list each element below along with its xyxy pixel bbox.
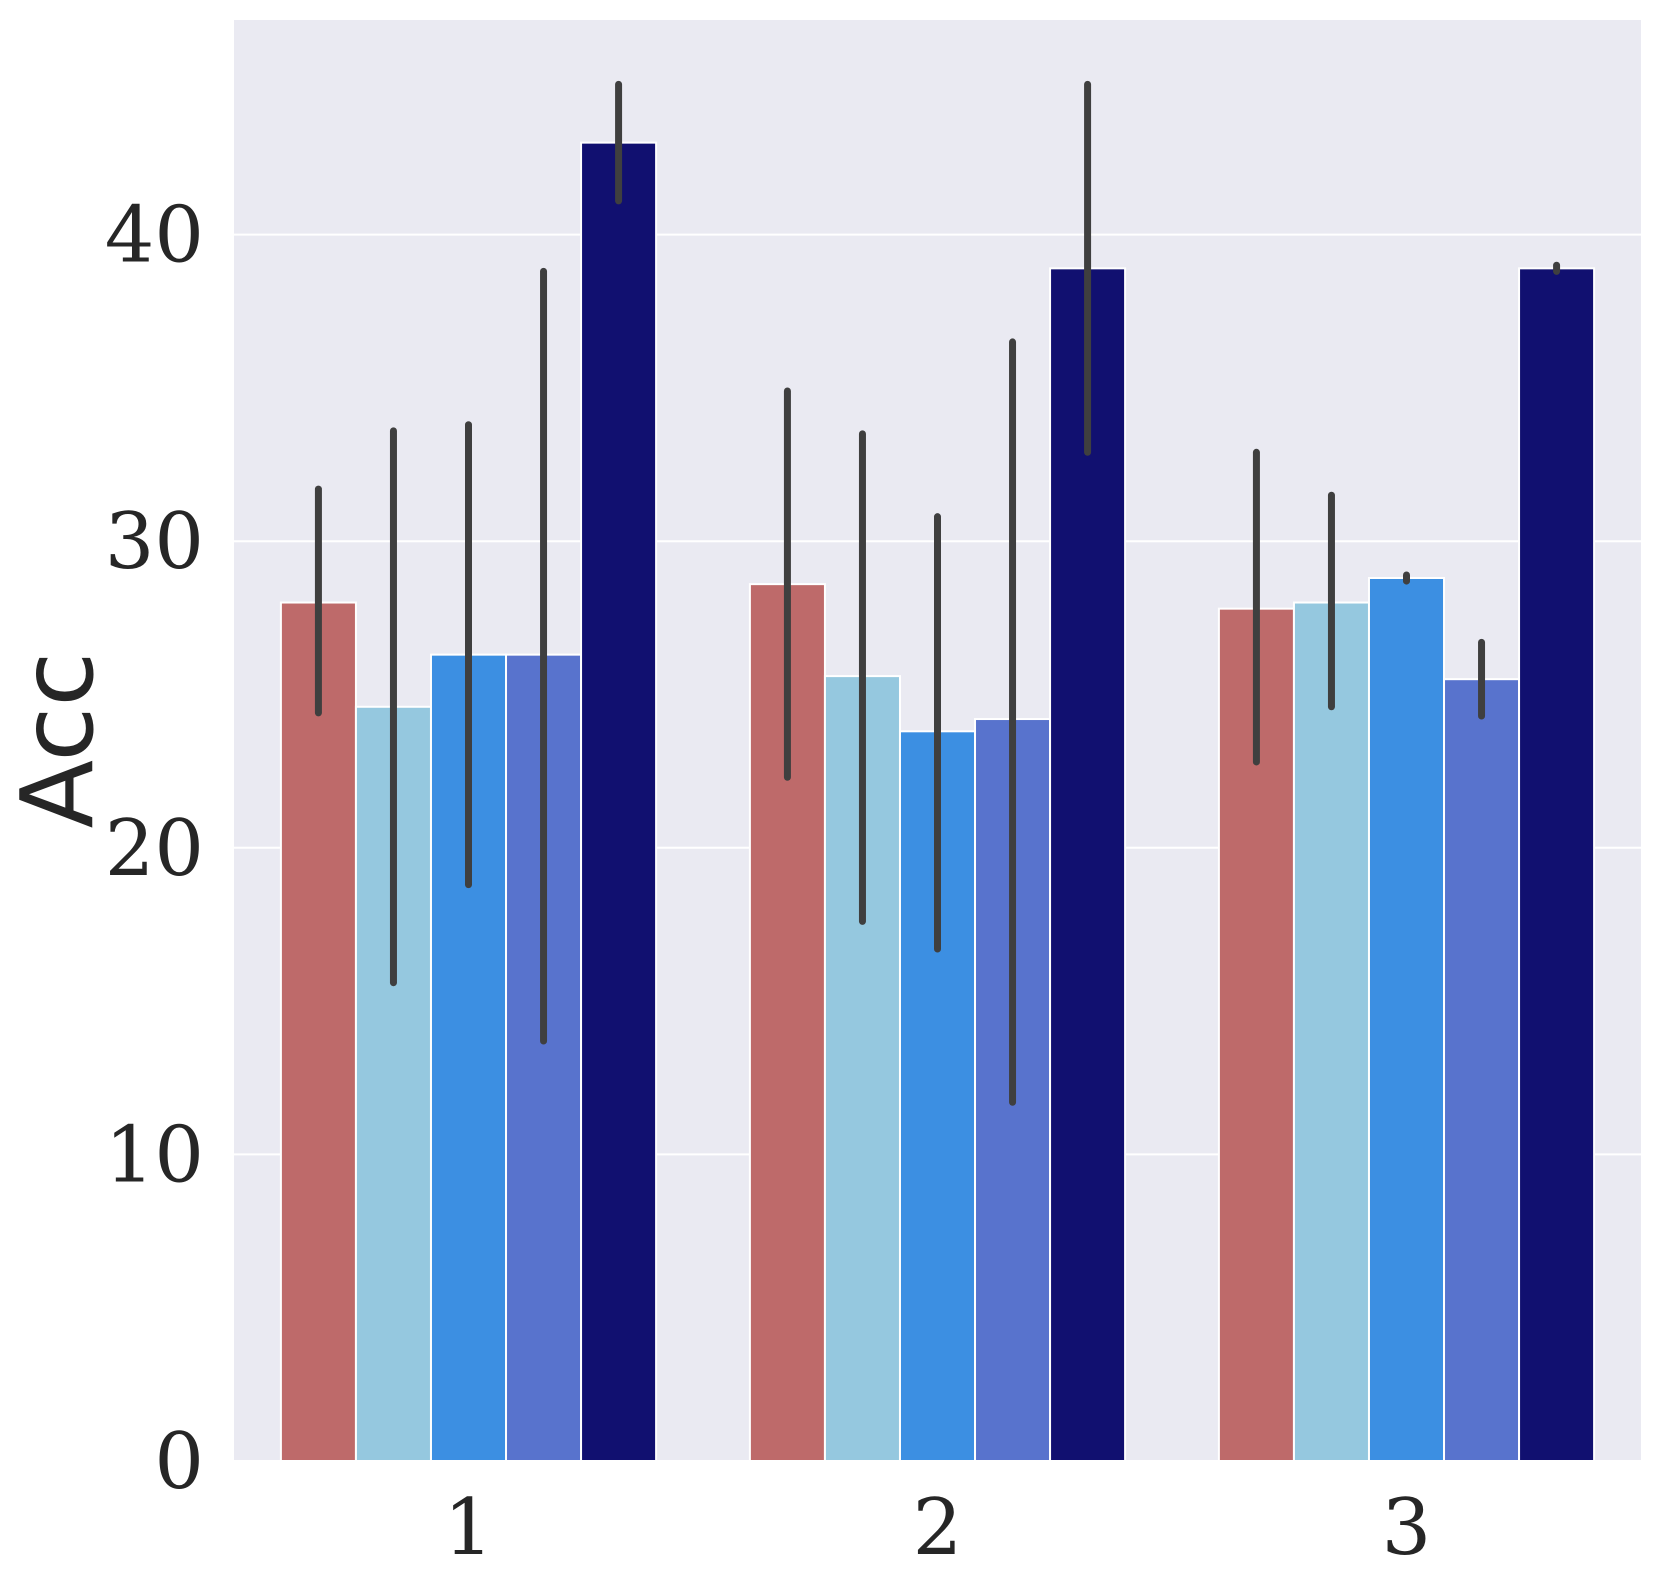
- y-tick-labels: 0 10 20 30 40: [105, 191, 204, 1507]
- x-tick-labels: 1 2 3: [444, 1483, 1432, 1573]
- error-bars: [314, 80, 1561, 1106]
- bar-series-2-cat-3: [1292, 601, 1370, 1462]
- y-axis-label: Acc: [0, 652, 116, 829]
- bar-series-5-cat-3: [1518, 267, 1596, 1463]
- bar-series-1-cat-1: [279, 601, 357, 1462]
- y-tick-label: 30: [105, 497, 204, 587]
- bar-series-3-cat-3: [1367, 577, 1446, 1462]
- y-tick-label: 10: [105, 1110, 204, 1200]
- x-tick-label: 1: [444, 1483, 494, 1573]
- y-tick-label: 40: [105, 191, 204, 281]
- bar-series-5-cat-2: [1049, 267, 1127, 1463]
- y-tick-label: 0: [154, 1417, 204, 1507]
- bar-series-4-cat-3: [1443, 678, 1521, 1462]
- bar-series-5-cat-1: [580, 141, 658, 1462]
- x-tick-label: 2: [913, 1483, 963, 1573]
- x-tick-label: 3: [1382, 1483, 1432, 1573]
- y-tick-label: 20: [105, 804, 204, 894]
